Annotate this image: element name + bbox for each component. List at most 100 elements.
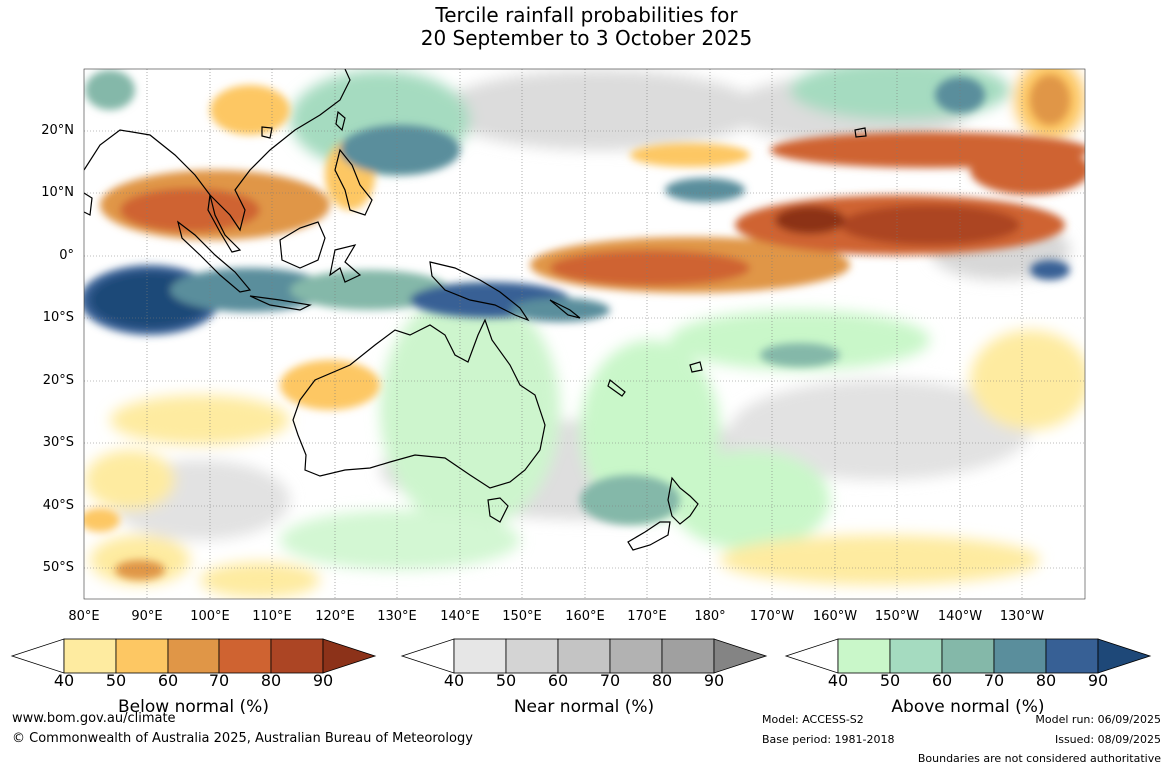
lon-label-150e: 150°E <box>502 609 542 624</box>
lon-label-120e: 120°E <box>315 609 355 624</box>
model-run-date: Model run: 06/09/2025 <box>1035 713 1161 726</box>
lat-label-equator: 0° <box>59 248 74 263</box>
lat-label-40s: 40°S <box>42 498 74 513</box>
hawaii-coastline <box>854 127 867 138</box>
below-tick-90: 90 <box>312 671 334 690</box>
below-tick-50: 50 <box>105 671 127 690</box>
lon-label-130e: 130°E <box>377 609 417 624</box>
lon-label-80e: 80°E <box>68 609 100 624</box>
below-bin-2 <box>115 638 169 674</box>
below-bin-0 <box>10 638 65 674</box>
new-zealand-north-coastline <box>667 476 699 525</box>
solomon-islands-coastline <box>549 299 581 319</box>
coastlines <box>84 69 867 551</box>
lon-label-160w: 160°W <box>812 609 858 624</box>
above-tick-50: 50 <box>879 671 901 690</box>
java-coastline <box>249 295 312 311</box>
above-tick-60: 60 <box>931 671 953 690</box>
lon-label-130w: 130°W <box>999 609 1045 624</box>
australia-coastline <box>292 318 546 489</box>
field-cores <box>84 70 1085 580</box>
above-bin-1 <box>837 638 891 674</box>
new-zealand-south-coastline <box>627 521 671 551</box>
sri-lanka-coastline <box>84 192 93 216</box>
near-tick-70: 70 <box>599 671 621 690</box>
lon-label-110e: 110°E <box>252 609 292 624</box>
title-line-2: 20 September to 3 October 2025 <box>420 26 753 50</box>
website-link[interactable]: www.bom.gov.au/climate <box>12 711 176 726</box>
below-bin-3 <box>167 638 220 674</box>
issued-date: Issued: 08/09/2025 <box>1054 733 1161 746</box>
above-bin-4 <box>993 638 1047 674</box>
below-tick-80: 80 <box>260 671 282 690</box>
above-bin-5 <box>1045 638 1099 674</box>
lat-label-20s: 20°S <box>42 373 74 388</box>
lon-label-140e: 140°E <box>440 609 480 624</box>
malay-peninsula-coastline <box>207 194 242 253</box>
base-period: Base period: 1981-2018 <box>762 733 895 746</box>
below-bin-5 <box>270 638 324 674</box>
near-tick-80: 80 <box>651 671 673 690</box>
colorbar-above <box>784 638 1152 674</box>
below-tick-70: 70 <box>208 671 230 690</box>
map-title: Tercile rainfall probabilities for 20 Se… <box>0 4 1173 50</box>
colorbar-near <box>400 638 768 674</box>
near-tick-60: 60 <box>547 671 569 690</box>
above-tick-90: 90 <box>1087 671 1109 690</box>
philippines-coastline <box>334 148 373 216</box>
lat-label-20n: 20°N <box>41 123 74 138</box>
lat-label-10n: 10°N <box>41 185 74 200</box>
colorbar-below <box>10 638 377 674</box>
below-bin-4 <box>218 638 272 674</box>
below-normal-title: Below normal (%) <box>118 697 269 717</box>
copyright-notice: © Commonwealth of Australia 2025, Austra… <box>12 731 473 746</box>
above-bin-3 <box>941 638 995 674</box>
near-bin-3 <box>557 638 611 674</box>
lon-label-170e: 170°E <box>627 609 667 624</box>
above-tick-40: 40 <box>827 671 849 690</box>
lon-label-160e: 160°E <box>565 609 605 624</box>
above-tick-70: 70 <box>983 671 1005 690</box>
lat-label-10s: 10°S <box>42 310 74 325</box>
near-bin-1 <box>453 638 507 674</box>
near-bin-0 <box>400 638 455 674</box>
above-normal-title: Above normal (%) <box>891 697 1045 717</box>
title-line-1: Tercile rainfall probabilities for <box>435 3 738 27</box>
below-bin-6 <box>322 638 377 674</box>
model-name: Model: ACCESS-S2 <box>762 713 864 726</box>
near-bin-6 <box>713 638 768 674</box>
borneo-coastline <box>279 221 326 269</box>
near-tick-40: 40 <box>443 671 465 690</box>
lat-label-30s: 30°S <box>42 435 74 450</box>
above-bin-2 <box>889 638 943 674</box>
near-tick-50: 50 <box>495 671 517 690</box>
above-bin-0 <box>784 638 839 674</box>
lon-label-150w: 150°W <box>874 609 920 624</box>
new-guinea-coastline <box>429 261 530 322</box>
graticule <box>84 69 1085 599</box>
fiji-coastline <box>689 361 703 373</box>
lon-label-90e: 90°E <box>131 609 163 624</box>
below-bin-1 <box>63 638 117 674</box>
below-tick-40: 40 <box>53 671 75 690</box>
lon-label-170w: 170°W <box>749 609 795 624</box>
near-bin-5 <box>661 638 715 674</box>
lon-label-180: 180° <box>694 609 726 624</box>
new-caledonia-coastline <box>607 378 626 397</box>
near-normal-title: Near normal (%) <box>513 697 655 717</box>
lon-label-100e: 100°E <box>190 609 230 624</box>
sulawesi-coastline <box>329 244 362 283</box>
hainan-coastline <box>261 126 273 139</box>
below-tick-60: 60 <box>157 671 179 690</box>
lat-label-50s: 50°S <box>42 560 74 575</box>
above-bin-6 <box>1097 638 1152 674</box>
mainland-asia-coastline <box>84 69 351 232</box>
taiwan-coastline <box>335 110 346 132</box>
above-tick-80: 80 <box>1035 671 1057 690</box>
near-bin-2 <box>505 638 559 674</box>
map-frame <box>83 68 1086 600</box>
near-bin-4 <box>609 638 663 674</box>
sumatra-coastline <box>177 220 252 293</box>
lon-label-140w: 140°W <box>937 609 983 624</box>
